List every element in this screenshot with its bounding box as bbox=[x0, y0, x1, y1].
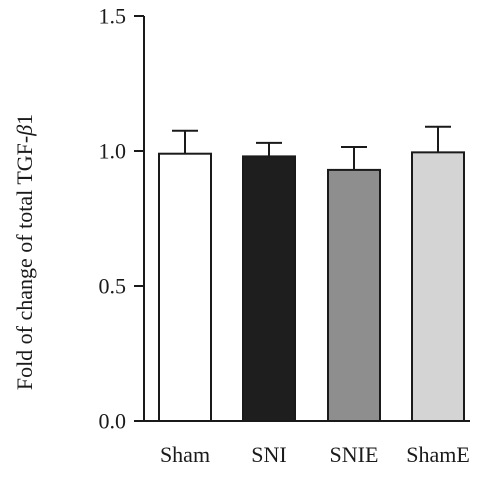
y-tick-label: 1.0 bbox=[99, 139, 127, 164]
y-axis-title-suffix: 1 bbox=[12, 114, 37, 125]
y-axis: 0.0 0.5 1.0 1.5 bbox=[99, 4, 145, 434]
x-category-label: SNIE bbox=[330, 442, 379, 467]
x-category-label: Sham bbox=[160, 442, 210, 467]
svg-text:Fold of change of total TGF-β1: Fold of change of total TGF-β1 bbox=[12, 114, 37, 390]
x-category-label: ShamE bbox=[406, 442, 470, 467]
y-axis-title-beta: β bbox=[12, 125, 37, 137]
y-axis-title-text: Fold of change of total TGF- bbox=[12, 136, 37, 390]
x-axis: Sham SNI SNIE ShamE bbox=[144, 420, 470, 467]
y-tick-label: 0.5 bbox=[99, 274, 127, 299]
bar-shame bbox=[411, 151, 465, 422]
y-tick-label: 1.5 bbox=[99, 4, 127, 29]
y-axis-title: Fold of change of total TGF-β1 bbox=[12, 114, 37, 390]
bar-sham bbox=[158, 152, 212, 422]
bar-sni bbox=[242, 155, 296, 422]
bar-snie bbox=[327, 168, 381, 422]
x-category-label: SNI bbox=[251, 442, 286, 467]
bars bbox=[158, 125, 465, 422]
y-tick-label: 0.0 bbox=[99, 409, 127, 434]
